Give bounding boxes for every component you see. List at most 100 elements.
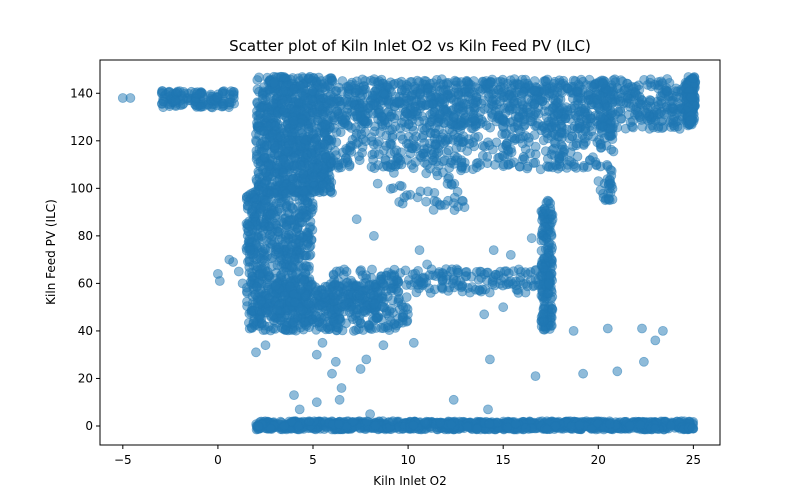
- data-point: [274, 175, 285, 186]
- data-point: [520, 130, 531, 141]
- data-point: [327, 76, 338, 86]
- data-point: [172, 86, 183, 97]
- data-point: [333, 314, 344, 325]
- data-point: [501, 266, 512, 277]
- data-point: [348, 314, 358, 325]
- data-point: [170, 95, 181, 106]
- data-point: [513, 124, 524, 135]
- data-point: [538, 304, 549, 315]
- data-point: [566, 156, 576, 167]
- data-point: [320, 130, 331, 141]
- data-point: [540, 76, 551, 87]
- data-point: [258, 225, 269, 236]
- data-point: [542, 153, 553, 164]
- data-point: [262, 140, 273, 151]
- data-point: [685, 115, 696, 126]
- data-point: [294, 194, 305, 205]
- data-point: [451, 275, 462, 286]
- data-point: [287, 202, 298, 213]
- data-point: [308, 107, 318, 118]
- data-point: [434, 109, 445, 119]
- data-point: [555, 94, 566, 105]
- data-point: [251, 145, 262, 156]
- data-point: [411, 287, 422, 298]
- data-point: [369, 148, 380, 159]
- data-point: [248, 316, 259, 327]
- data-point: [453, 87, 464, 98]
- data-point: [259, 255, 270, 266]
- data-point: [490, 269, 501, 280]
- data-point: [244, 256, 255, 267]
- data-point: [400, 265, 411, 276]
- data-point: [367, 264, 377, 275]
- data-point: [158, 96, 169, 107]
- data-point: [530, 85, 541, 96]
- data-point: [252, 75, 263, 85]
- data-point: [283, 159, 294, 170]
- data-point: [376, 111, 387, 122]
- data-point: [668, 115, 679, 125]
- data-point: [501, 128, 512, 139]
- data-point: [585, 111, 596, 121]
- data-point: [495, 76, 506, 87]
- data-point: [298, 185, 309, 196]
- data-point: [257, 94, 268, 104]
- data-point: [582, 162, 593, 172]
- data-point: [503, 277, 514, 288]
- data-point: [320, 119, 331, 130]
- data-point: [291, 161, 302, 172]
- data-point: [429, 284, 440, 295]
- data-point: [635, 99, 646, 109]
- data-point: [655, 91, 666, 101]
- data-point: [553, 163, 563, 174]
- data-point: [389, 113, 400, 123]
- data-point: [671, 91, 681, 102]
- data-point: [374, 76, 385, 87]
- data-point: [333, 162, 344, 173]
- data-point: [367, 90, 378, 101]
- data-point: [487, 144, 498, 155]
- data-point: [437, 94, 448, 105]
- data-point: [384, 325, 395, 336]
- data-point: [423, 83, 434, 94]
- data-point: [510, 111, 521, 122]
- data-point: [542, 288, 553, 299]
- data-point: [393, 96, 404, 107]
- data-point: [283, 229, 294, 240]
- data-point: [297, 91, 308, 101]
- data-point: [278, 266, 289, 277]
- data-point: [560, 113, 571, 124]
- data-point: [301, 250, 312, 261]
- data-point: [595, 185, 606, 196]
- data-point: [641, 108, 651, 118]
- data-point: [259, 243, 270, 254]
- data-point: [522, 163, 532, 174]
- data-point: [473, 131, 484, 142]
- data-point: [307, 204, 318, 215]
- data-point: [576, 93, 586, 104]
- data-point: [264, 161, 274, 172]
- data-point: [258, 186, 269, 197]
- data-point: [571, 138, 582, 149]
- data-point: [593, 176, 604, 187]
- data-point: [244, 234, 255, 245]
- data-point: [518, 87, 529, 98]
- data-point: [544, 237, 554, 248]
- data-point: [273, 247, 284, 258]
- data-point: [608, 146, 619, 157]
- data-point: [688, 73, 698, 84]
- data-point: [538, 262, 549, 273]
- data-point: [645, 95, 656, 106]
- data-point: [357, 134, 368, 145]
- chart-title: Scatter plot of Kiln Inlet O2 vs Kiln Fe…: [229, 37, 591, 55]
- data-point: [289, 317, 299, 328]
- data-point: [288, 116, 299, 126]
- data-point: [387, 295, 398, 306]
- data-point: [245, 245, 256, 256]
- data-point: [474, 285, 484, 296]
- data-point: [322, 322, 333, 333]
- data-point: [258, 126, 269, 136]
- data-point: [508, 98, 519, 109]
- data-point: [304, 242, 315, 253]
- data-point: [311, 134, 321, 145]
